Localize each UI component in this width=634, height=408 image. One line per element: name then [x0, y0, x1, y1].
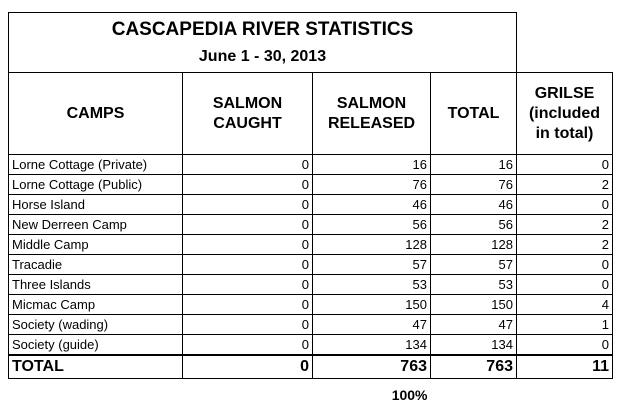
- salmon-caught-value: 0: [182, 214, 313, 235]
- grilse-value: 0: [516, 334, 613, 356]
- salmon-released-value: 47: [312, 314, 431, 335]
- salmon-caught-value: 0: [182, 194, 313, 215]
- camp-name: Middle Camp: [8, 234, 183, 255]
- salmon-caught-value: 0: [182, 234, 313, 255]
- total-grilse: 11: [516, 354, 613, 379]
- total-value: 56: [430, 214, 517, 235]
- total-value: 57: [430, 254, 517, 275]
- total-value: 134: [430, 334, 517, 356]
- camp-name: Three Islands: [8, 274, 183, 295]
- header-grilse: GRILSE (included in total): [516, 72, 613, 155]
- camp-name: Tracadie: [8, 254, 183, 275]
- salmon-released-value: 57: [312, 254, 431, 275]
- camp-name: Horse Island: [8, 194, 183, 215]
- table-row: Society (wading) 0 47 47 1: [8, 314, 613, 335]
- total-salmon-caught: 0: [182, 354, 313, 379]
- total-value: 16: [430, 154, 517, 175]
- camp-name: Lorne Cottage (Public): [8, 174, 183, 195]
- grilse-value: 2: [516, 234, 613, 255]
- salmon-caught-value: 0: [182, 254, 313, 275]
- salmon-released-value: 134: [312, 334, 431, 356]
- page-title: CASCAPEDIA RIVER STATISTICS: [111, 19, 414, 40]
- salmon-released-value: 128: [312, 234, 431, 255]
- grilse-value: 1: [516, 314, 613, 335]
- camp-name: New Derreen Camp: [8, 214, 183, 235]
- header-camps: CAMPS: [8, 72, 183, 155]
- header-total: TOTAL: [430, 72, 517, 155]
- salmon-released-value: 53: [312, 274, 431, 295]
- table-row: Lorne Cottage (Public) 0 76 76 2: [8, 174, 613, 195]
- table-row: Middle Camp 0 128 128 2: [8, 234, 613, 255]
- camp-name: Lorne Cottage (Private): [8, 154, 183, 175]
- grilse-value: 0: [516, 274, 613, 295]
- salmon-caught-value: 0: [182, 154, 313, 175]
- totals-label: TOTAL: [8, 354, 183, 379]
- total-salmon-released: 763: [312, 354, 431, 379]
- salmon-caught-value: 0: [182, 294, 313, 315]
- total-value: 47: [430, 314, 517, 335]
- total-value: 150: [430, 294, 517, 315]
- percent-row: 100%: [9, 379, 613, 405]
- table-row: Society (guide) 0 134 134 0: [8, 334, 613, 356]
- date-range: June 1 - 30, 2013: [198, 48, 327, 65]
- grilse-value: 0: [516, 154, 613, 175]
- title-block: CASCAPEDIA RIVER STATISTICS June 1 - 30,…: [8, 12, 517, 73]
- salmon-caught-value: 0: [182, 314, 313, 335]
- table-row: New Derreen Camp 0 56 56 2: [8, 214, 613, 235]
- camp-name: Society (guide): [8, 334, 183, 356]
- header-salmon-released: SALMON RELEASED: [312, 72, 431, 155]
- salmon-released-value: 46: [312, 194, 431, 215]
- table-row: Micmac Camp 0 150 150 4: [8, 294, 613, 315]
- header-salmon-caught: SALMON CAUGHT: [182, 72, 313, 155]
- grilse-value: 2: [516, 174, 613, 195]
- salmon-released-value: 16: [312, 154, 431, 175]
- total-value: 53: [430, 274, 517, 295]
- total-value: 46: [430, 194, 517, 215]
- table-row: Three Islands 0 53 53 0: [8, 274, 613, 295]
- camp-name: Society (wading): [8, 314, 183, 335]
- total-value: 76: [430, 174, 517, 195]
- table-row: Horse Island 0 46 46 0: [8, 194, 613, 215]
- table-row: Tracadie 0 57 57 0: [8, 254, 613, 275]
- grilse-value: 2: [516, 214, 613, 235]
- grilse-value: 0: [516, 194, 613, 215]
- salmon-caught-value: 0: [182, 174, 313, 195]
- totals-row: TOTAL 0 763 763 11: [8, 354, 613, 379]
- total-value: 128: [430, 234, 517, 255]
- table-row: Lorne Cottage (Private) 0 16 16 0: [8, 154, 613, 175]
- released-percent: 100%: [391, 386, 428, 403]
- grilse-value: 4: [516, 294, 613, 315]
- salmon-released-value: 150: [312, 294, 431, 315]
- salmon-caught-value: 0: [182, 274, 313, 295]
- salmon-released-value: 56: [312, 214, 431, 235]
- statistics-table: CASCAPEDIA RIVER STATISTICS June 1 - 30,…: [8, 12, 613, 404]
- camp-name: Micmac Camp: [8, 294, 183, 315]
- grand-total: 763: [430, 354, 517, 379]
- blank-cell: [516, 12, 613, 73]
- salmon-caught-value: 0: [182, 334, 313, 356]
- salmon-released-value: 76: [312, 174, 431, 195]
- grilse-value: 0: [516, 254, 613, 275]
